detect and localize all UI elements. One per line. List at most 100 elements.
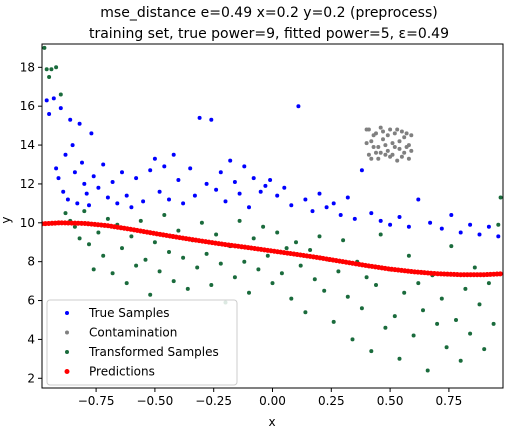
true-samples-point xyxy=(51,96,56,101)
contamination-point xyxy=(378,125,383,130)
true-samples-point xyxy=(275,193,280,198)
transformed-samples-point xyxy=(369,349,374,354)
true-samples-point xyxy=(232,180,237,184)
transformed-samples-point xyxy=(167,250,171,254)
transformed-samples-point xyxy=(284,246,289,251)
transformed-samples-point xyxy=(176,228,181,233)
transformed-samples-point xyxy=(289,296,294,301)
transformed-samples-point xyxy=(308,248,313,252)
true-samples-point xyxy=(80,160,84,165)
legend-marker-true-samples xyxy=(65,311,69,315)
chart-subtitle: training set, true power=9, fitted power… xyxy=(89,26,449,42)
transformed-samples-point xyxy=(439,296,444,301)
y-tick-label: 16 xyxy=(20,99,35,113)
transformed-samples-point xyxy=(124,281,129,286)
true-samples-point xyxy=(369,211,374,216)
transformed-samples-point xyxy=(199,220,204,225)
true-samples-point xyxy=(72,170,77,175)
true-samples-point xyxy=(87,203,91,208)
transformed-samples-point xyxy=(256,267,261,272)
true-samples-point xyxy=(449,213,454,217)
true-samples-point xyxy=(218,170,223,175)
x-tick-label: 0.75 xyxy=(436,394,463,408)
true-samples-point xyxy=(82,181,87,186)
transformed-samples-point xyxy=(496,222,501,227)
true-samples-point xyxy=(162,164,167,169)
transformed-samples-point xyxy=(44,67,49,72)
true-samples-point xyxy=(44,98,49,103)
true-samples-point xyxy=(129,205,134,210)
transformed-samples-point xyxy=(209,283,214,287)
contamination-point xyxy=(385,133,390,138)
transformed-samples-point xyxy=(498,195,503,200)
contamination-point xyxy=(404,131,409,136)
contamination-point xyxy=(397,139,402,144)
transformed-samples-point xyxy=(265,253,270,258)
true-samples-point xyxy=(152,156,157,161)
true-samples-point xyxy=(258,189,263,194)
transformed-samples-point xyxy=(237,218,242,223)
y-axis-label: y xyxy=(0,216,13,223)
transformed-samples-point xyxy=(345,294,350,299)
true-samples-point xyxy=(181,201,186,206)
true-samples-point xyxy=(65,197,70,202)
transformed-samples-point xyxy=(181,255,186,260)
transformed-samples-point xyxy=(87,242,91,247)
transformed-samples-point xyxy=(120,246,124,251)
transformed-samples-point xyxy=(42,45,47,50)
transformed-samples-point xyxy=(449,244,454,249)
transformed-samples-point xyxy=(425,368,430,373)
true-samples-point xyxy=(352,216,357,221)
y-tick-label: 6 xyxy=(27,294,35,308)
true-samples-point xyxy=(58,106,63,111)
contamination-point xyxy=(388,127,393,132)
true-samples-point xyxy=(77,121,82,126)
transformed-samples-point xyxy=(157,269,162,274)
transformed-samples-point xyxy=(162,213,167,217)
contamination-point xyxy=(395,158,400,163)
true-samples-point xyxy=(84,191,89,196)
contamination-point xyxy=(371,145,376,149)
legend-box xyxy=(46,299,238,386)
transformed-samples-point xyxy=(392,314,397,319)
x-tick-label: −0.25 xyxy=(195,394,232,408)
contamination-point xyxy=(402,150,407,155)
y-tick-label: 12 xyxy=(20,177,35,191)
true-samples-point xyxy=(268,178,273,182)
transformed-samples-point xyxy=(378,232,383,237)
x-tick-label: 0.25 xyxy=(318,394,345,408)
transformed-samples-point xyxy=(364,275,369,280)
transformed-samples-point xyxy=(359,306,364,311)
true-samples-point xyxy=(468,222,473,227)
contamination-point xyxy=(383,152,388,157)
true-samples-point xyxy=(120,170,124,175)
transformed-samples-point xyxy=(171,279,176,284)
transformed-samples-point xyxy=(322,288,327,293)
transformed-samples-point xyxy=(247,290,251,295)
transformed-samples-point xyxy=(148,292,153,297)
contamination-point xyxy=(369,156,374,161)
plot-area xyxy=(42,45,503,373)
true-samples-point xyxy=(204,181,209,186)
contamination-point xyxy=(381,137,385,142)
contamination-point xyxy=(366,152,371,157)
transformed-samples-point xyxy=(58,92,63,97)
true-samples-point xyxy=(289,203,294,208)
transformed-samples-point xyxy=(242,259,247,264)
transformed-samples-point xyxy=(406,253,411,258)
transformed-samples-point xyxy=(261,224,266,229)
contamination-point xyxy=(406,156,411,161)
transformed-samples-point xyxy=(101,253,106,258)
transformed-samples-point xyxy=(204,251,209,256)
transformed-samples-point xyxy=(232,275,237,280)
x-tick-label: 0.50 xyxy=(377,394,404,408)
transformed-samples-point xyxy=(463,286,468,291)
transformed-samples-point xyxy=(138,218,143,223)
x-tick-label: −0.75 xyxy=(78,394,115,408)
true-samples-point xyxy=(406,224,411,229)
transformed-samples-point xyxy=(185,286,190,291)
contamination-point xyxy=(369,139,374,144)
transformed-samples-point xyxy=(435,321,440,326)
transformed-samples-point xyxy=(195,265,200,270)
